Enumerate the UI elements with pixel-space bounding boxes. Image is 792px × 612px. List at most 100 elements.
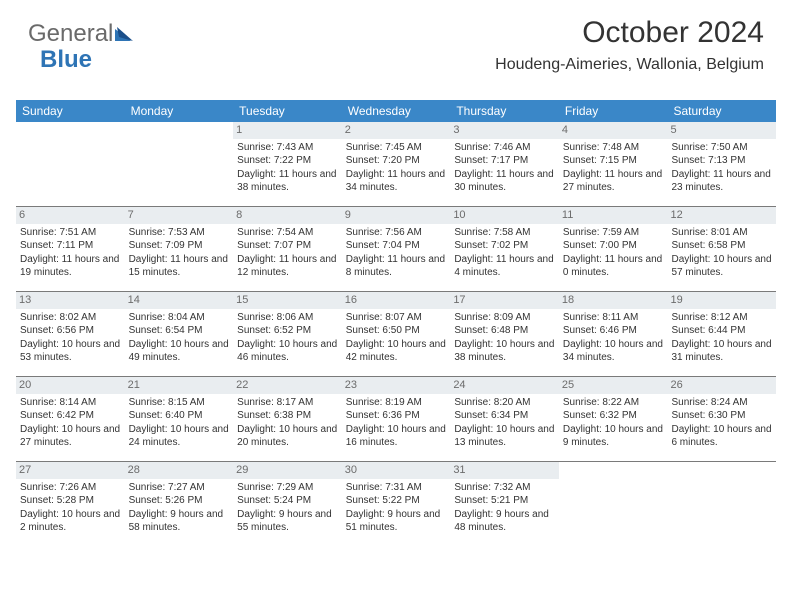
daylight-text: Daylight: 10 hours and 38 minutes. — [454, 338, 555, 365]
day-cell: 19 Sunrise: 8:12 AMSunset: 6:44 PMDayligh… — [667, 292, 776, 376]
sunset-text: Sunset: 7:17 PM — [454, 154, 555, 168]
day-number: 26 — [667, 377, 776, 394]
daylight-text: Daylight: 10 hours and 34 minutes. — [563, 338, 664, 365]
day-cell: 27Sunrise: 7:26 AMSunset: 5:28 PMDayligh… — [16, 462, 125, 546]
day-cell: 12Sunrise: 8:01 AMSunset: 6:58 PMDayligh… — [667, 207, 776, 291]
sunrise-text: Sunrise: 8:07 AM — [346, 311, 447, 325]
day-cell: 28Sunrise: 7:27 AMSunset: 5:26 PMDayligh… — [125, 462, 234, 546]
day-header: Wednesday — [342, 100, 451, 122]
daylight-text: Daylight: 10 hours and 49 minutes. — [129, 338, 230, 365]
daylight-text: Daylight: 10 hours and 24 minutes. — [129, 423, 230, 450]
sunrise-text: Sunrise: 7:54 AM — [237, 226, 338, 240]
day-number: 18 — [559, 292, 668, 309]
day-cell: 31Sunrise: 7:32 AMSunset: 5:21 PMDayligh… — [450, 462, 559, 546]
sunrise-text: Sunrise: 7:45 AM — [346, 141, 447, 155]
day-cell: 4Sunrise: 7:48 AMSunset: 7:15 PMDaylight… — [559, 122, 668, 206]
brand-triangle-icon — [115, 20, 137, 48]
sunset-text: Sunset: 6:32 PM — [563, 409, 664, 423]
calendar-body: 1Sunrise: 7:43 AMSunset: 7:22 PMDaylight… — [16, 122, 776, 546]
day-number: 19 — [667, 292, 776, 309]
day-number: 2 — [342, 122, 451, 139]
day-number: 14 — [125, 292, 234, 309]
brand-part2: Blue — [40, 46, 92, 74]
daylight-text: Daylight: 11 hours and 23 minutes. — [671, 168, 772, 195]
day-cell: 17Sunrise: 8:09 AMSunset: 6:48 PMDayligh… — [450, 292, 559, 376]
sunrise-text: Sunrise: 7:50 AM — [671, 141, 772, 155]
daylight-text: Daylight: 10 hours and 16 minutes. — [346, 423, 447, 450]
sunset-text: Sunset: 7:09 PM — [129, 239, 230, 253]
sunrise-text: Sunrise: 7:48 AM — [563, 141, 664, 155]
sunrise-text: Sunrise: 7:43 AM — [237, 141, 338, 155]
sunrise-text: Sunrise: 7:53 AM — [129, 226, 230, 240]
sunset-text: Sunset: 6:52 PM — [237, 324, 338, 338]
day-cell: 15Sunrise: 8:06 AMSunset: 6:52 PMDayligh… — [233, 292, 342, 376]
week-row: 6Sunrise: 7:51 AMSunset: 7:11 PMDaylight… — [16, 207, 776, 292]
daylight-text: Daylight: 11 hours and 30 minutes. — [454, 168, 555, 195]
sunrise-text: Sunrise: 8:04 AM — [129, 311, 230, 325]
daylight-text: Daylight: 10 hours and 31 minutes. — [671, 338, 772, 365]
day-cell: 3Sunrise: 7:46 AMSunset: 7:17 PMDaylight… — [450, 122, 559, 206]
day-number: 11 — [559, 207, 668, 224]
day-cell: 2Sunrise: 7:45 AMSunset: 7:20 PMDaylight… — [342, 122, 451, 206]
day-cell: 20Sunrise: 8:14 AMSunset: 6:42 PMDayligh… — [16, 377, 125, 461]
daylight-text: Daylight: 10 hours and 20 minutes. — [237, 423, 338, 450]
sunset-text: Sunset: 5:22 PM — [346, 494, 447, 508]
day-number: 30 — [342, 462, 451, 479]
sunrise-text: Sunrise: 8:22 AM — [563, 396, 664, 410]
sunrise-text: Sunrise: 8:02 AM — [20, 311, 121, 325]
sunrise-text: Sunrise: 8:01 AM — [671, 226, 772, 240]
day-number: 1 — [233, 122, 342, 139]
day-header: Saturday — [667, 100, 776, 122]
sunset-text: Sunset: 6:58 PM — [671, 239, 772, 253]
daylight-text: Daylight: 11 hours and 12 minutes. — [237, 253, 338, 280]
sunrise-text: Sunrise: 8:19 AM — [346, 396, 447, 410]
sunset-text: Sunset: 6:42 PM — [20, 409, 121, 423]
sunset-text: Sunset: 7:04 PM — [346, 239, 447, 253]
sunset-text: Sunset: 5:24 PM — [237, 494, 338, 508]
day-number: 13 — [16, 292, 125, 309]
week-row: 1Sunrise: 7:43 AMSunset: 7:22 PMDaylight… — [16, 122, 776, 207]
day-cell: 9Sunrise: 7:56 AMSunset: 7:04 PMDaylight… — [342, 207, 451, 291]
sunrise-text: Sunrise: 8:12 AM — [671, 311, 772, 325]
day-number: 22 — [233, 377, 342, 394]
sunrise-text: Sunrise: 7:26 AM — [20, 481, 121, 495]
day-number: 23 — [342, 377, 451, 394]
daylight-text: Daylight: 10 hours and 9 minutes. — [563, 423, 664, 450]
sunrise-text: Sunrise: 8:06 AM — [237, 311, 338, 325]
sunrise-text: Sunrise: 8:20 AM — [454, 396, 555, 410]
daylight-text: Daylight: 11 hours and 0 minutes. — [563, 253, 664, 280]
sunset-text: Sunset: 7:11 PM — [20, 239, 121, 253]
sunset-text: Sunset: 6:34 PM — [454, 409, 555, 423]
day-cell: 26 Sunrise: 8:24 AMSunset: 6:30 PMDayligh… — [667, 377, 776, 461]
week-row: 27Sunrise: 7:26 AMSunset: 5:28 PMDayligh… — [16, 462, 776, 546]
daylight-text: Daylight: 9 hours and 55 minutes. — [237, 508, 338, 535]
day-number: 15 — [233, 292, 342, 309]
day-number: 27 — [16, 462, 125, 479]
sunset-text: Sunset: 6:38 PM — [237, 409, 338, 423]
day-number: 28 — [125, 462, 234, 479]
daylight-text: Daylight: 11 hours and 8 minutes. — [346, 253, 447, 280]
daylight-text: Daylight: 10 hours and 6 minutes. — [671, 423, 772, 450]
sunset-text: Sunset: 7:07 PM — [237, 239, 338, 253]
daylight-text: Daylight: 10 hours and 57 minutes. — [671, 253, 772, 280]
day-cell: 25Sunrise: 8:22 AMSunset: 6:32 PMDayligh… — [559, 377, 668, 461]
day-number: 5 — [667, 122, 776, 139]
daylight-text: Daylight: 9 hours and 51 minutes. — [346, 508, 447, 535]
day-cell: 18Sunrise: 8:11 AMSunset: 6:46 PMDayligh… — [559, 292, 668, 376]
day-number: 7 — [125, 207, 234, 224]
sunset-text: Sunset: 6:44 PM — [671, 324, 772, 338]
daylight-text: Daylight: 9 hours and 58 minutes. — [129, 508, 230, 535]
daylight-text: Daylight: 10 hours and 13 minutes. — [454, 423, 555, 450]
sunrise-text: Sunrise: 8:15 AM — [129, 396, 230, 410]
sunset-text: Sunset: 6:54 PM — [129, 324, 230, 338]
day-number: 4 — [559, 122, 668, 139]
day-header: Sunday — [16, 100, 125, 122]
day-header-row: SundayMondayTuesdayWednesdayThursdayFrid… — [16, 100, 776, 122]
sunrise-text: Sunrise: 7:46 AM — [454, 141, 555, 155]
sunrise-text: Sunrise: 8:24 AM — [671, 396, 772, 410]
sunset-text: Sunset: 6:30 PM — [671, 409, 772, 423]
sunset-text: Sunset: 5:21 PM — [454, 494, 555, 508]
daylight-text: Daylight: 10 hours and 27 minutes. — [20, 423, 121, 450]
day-number: 9 — [342, 207, 451, 224]
sunset-text: Sunset: 6:48 PM — [454, 324, 555, 338]
